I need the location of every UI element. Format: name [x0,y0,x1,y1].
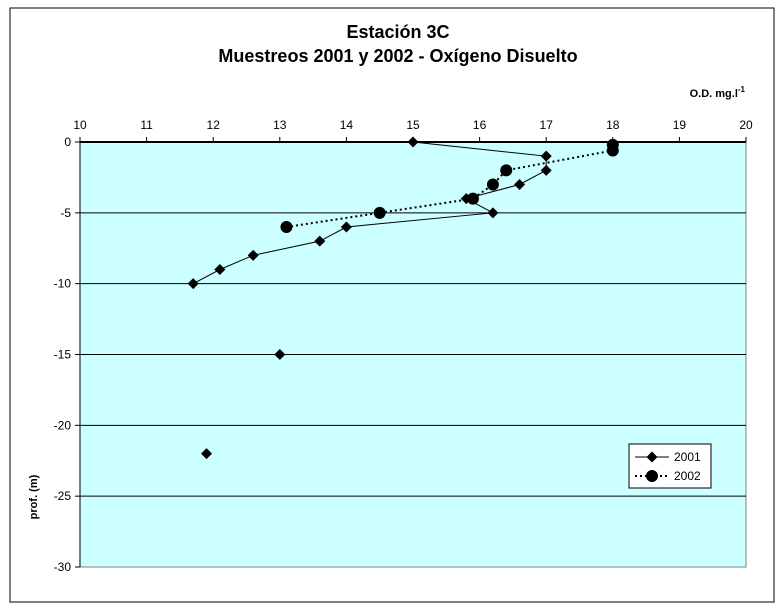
data-point-diamond [540,164,552,176]
series-layer [187,136,619,460]
y-tick-label: 0 [64,135,71,149]
x-axis-label-text: O.D. mg.l [690,88,738,100]
axes: 10 11 12 13 14 15 16 17 18 19 20 0 -5 -10 -15 -20 -25 -30 [54,118,753,574]
y-tick-label: -20 [54,418,72,432]
data-point-diamond [247,249,259,261]
x-tick-label: 11 [140,118,153,132]
data-point-circle [646,470,658,482]
data-point-circle [466,192,479,205]
data-point-diamond [407,136,419,148]
x-tick-label: 15 [406,118,420,132]
data-point-diamond [314,235,326,247]
y-tick-label: -15 [54,348,72,362]
legend-label-2002: 2002 [674,469,701,483]
data-point-diamond [274,349,286,360]
y-axis-label: prof. (m) [28,474,40,519]
legend: 2001 2002 [628,443,712,489]
x-tick-label: 13 [273,118,287,132]
data-point-diamond [187,278,199,290]
x-tick-label: 10 [73,118,87,132]
legend-box [628,443,712,489]
x-tick-label: 17 [540,118,554,132]
data-point-circle [280,221,293,233]
x-tick-label: 19 [673,118,687,132]
data-point-circle [606,144,619,157]
chart-title: Estación 3C [346,22,449,42]
y-tick-label: -10 [54,277,72,291]
x-tick-label: 14 [340,118,354,132]
y-tick-label: -25 [54,489,72,503]
x-tick-label: 16 [473,118,487,132]
data-point-diamond [340,221,352,233]
chart-subtitle: Muestreos 2001 y 2002 - Oxígeno Disuelto [218,46,577,66]
data-point-circle [486,178,499,191]
data-point-diamond [201,448,213,460]
y-tick-label: -30 [54,560,72,574]
x-tick-label: 18 [606,118,620,132]
series-2002 [280,138,619,233]
data-point-diamond [646,451,658,463]
data-point-diamond [514,179,526,190]
x-tick-label: 20 [739,118,753,132]
x-axis-label: O.D. mg.l-1 [690,85,746,100]
data-point-circle [500,164,513,177]
data-point-diamond [214,264,226,275]
x-axis-label-sup: -1 [738,85,746,94]
data-point-diamond [540,150,552,162]
legend-label-2001: 2001 [674,450,701,464]
data-point-diamond [487,207,499,219]
y-tick-label: -5 [60,206,71,220]
x-tick-label: 12 [207,118,221,132]
data-point-circle [373,206,386,219]
